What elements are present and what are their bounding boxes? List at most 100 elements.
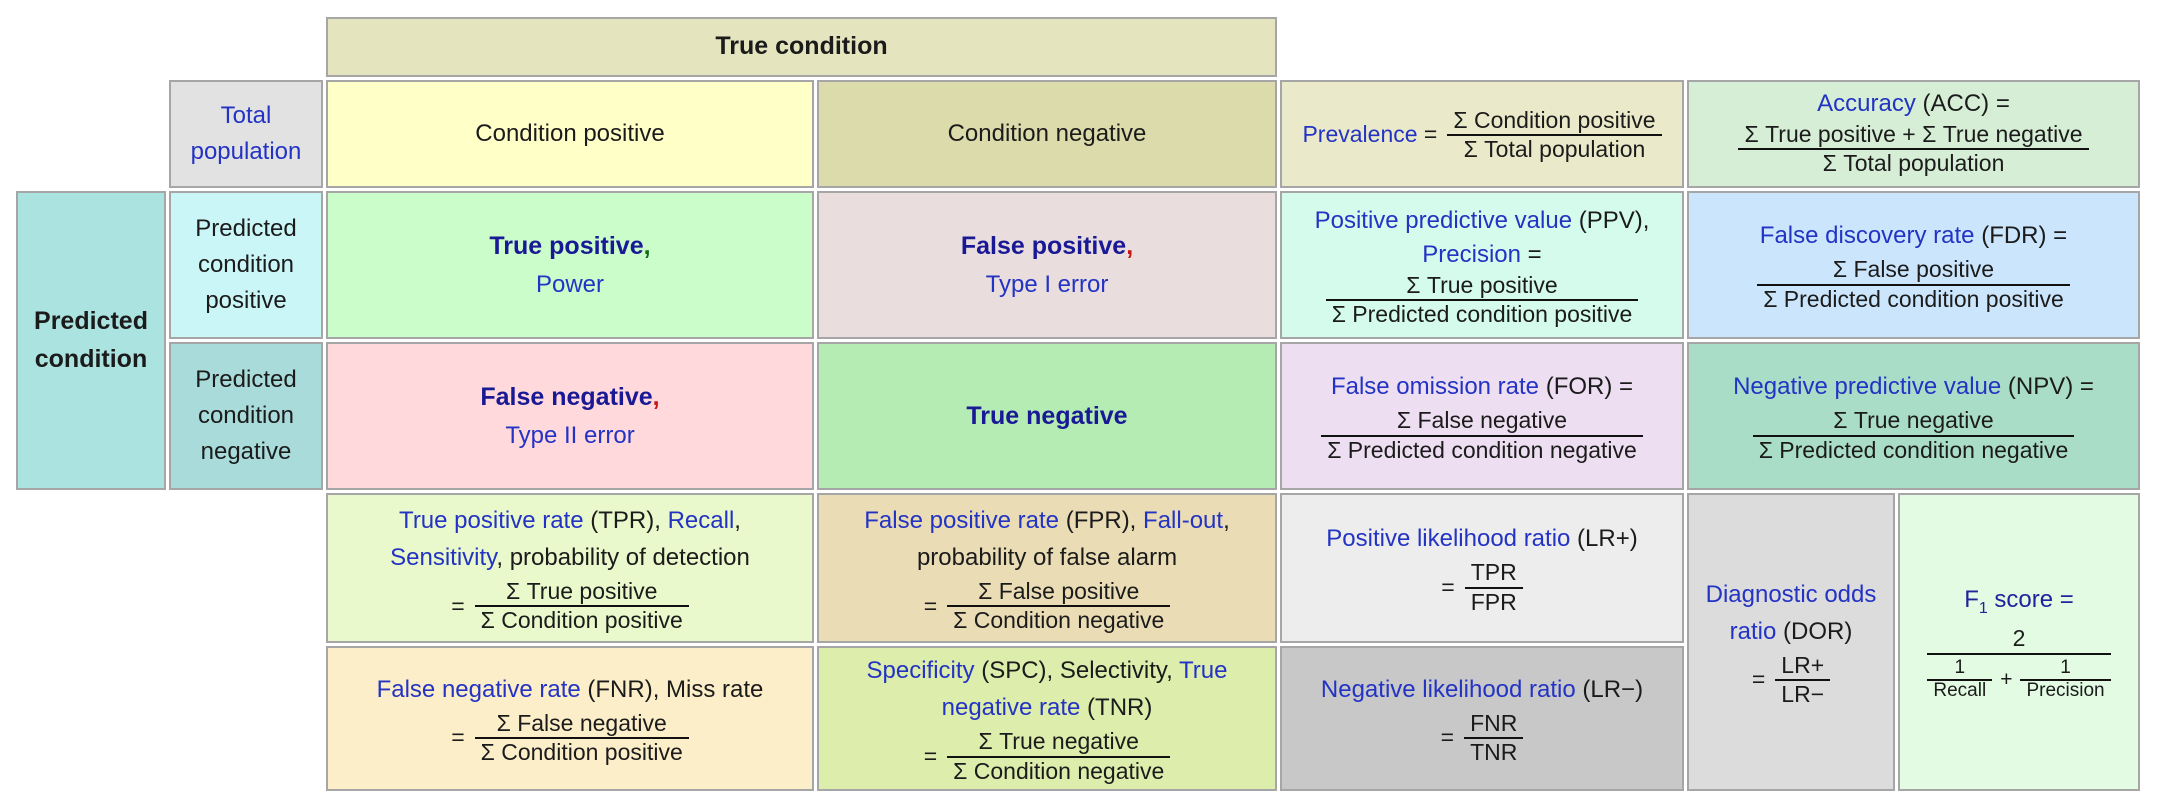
wiki-link[interactable]: True positive rate xyxy=(399,506,584,534)
header-predicted-condition-negative: Predicted condition negative xyxy=(169,342,323,490)
fraction-denominator: Σ Total population xyxy=(1463,136,1646,162)
npv-title: Negative predictive value (NPV) = xyxy=(1697,368,2130,405)
text-run: (PPV), xyxy=(1572,206,1650,234)
wiki-link[interactable]: False discovery rate xyxy=(1759,222,1975,250)
equals-sign: = xyxy=(923,592,938,619)
f1-score-link[interactable]: F1 score = xyxy=(1908,582,2130,621)
false-negative-term: False negative, xyxy=(336,378,804,417)
plus-sign: + xyxy=(2000,667,2013,691)
f1-rest: score = xyxy=(1987,585,2074,613)
row-predicted-positive: Predicted condition Predicted condition … xyxy=(16,191,2140,490)
row-rates-top: True positive rate (TPR), Recall, Sensit… xyxy=(16,493,2140,791)
wiki-link[interactable]: Positive likelihood ratio xyxy=(1326,525,1571,553)
wiki-link[interactable]: False positive rate xyxy=(864,506,1060,534)
row-predicted-negative: Predicted condition negative False negat… xyxy=(16,342,2140,490)
cell-false-positive: False positive, Type I error xyxy=(817,191,1277,339)
dor-fraction: LR+ LR− xyxy=(1775,652,1831,708)
cell-fnr: False negative rate (FNR), Miss rate = Σ… xyxy=(326,646,814,791)
confusion-matrix-table: True condition Total population Conditio… xyxy=(13,14,2143,794)
row-true-condition: True condition xyxy=(16,17,2140,77)
cell-accuracy: Accuracy (ACC) = Σ True positive + Σ Tru… xyxy=(1687,80,2140,188)
spc-fraction: Σ True negative Σ Condition negative xyxy=(947,728,1171,784)
text-run: (ACC) = xyxy=(1915,90,2010,118)
wiki-link[interactable]: Fall-out xyxy=(1143,506,1224,534)
fraction-numerator: Σ False positive xyxy=(1757,256,2070,286)
wiki-link[interactable]: Precision xyxy=(1422,240,1522,268)
wiki-link[interactable]: Positive predictive value xyxy=(1314,206,1573,234)
lr-positive-fraction: TPR FPR xyxy=(1464,559,1523,615)
accuracy-title: Accuracy (ACC) = xyxy=(1697,90,2130,119)
spacer-left xyxy=(16,80,166,188)
fraction-denominator: Σ Condition negative xyxy=(953,757,1165,784)
text-run: = xyxy=(1521,240,1542,268)
equals-sign: = xyxy=(1751,666,1766,693)
wiki-link[interactable]: False negative rate xyxy=(376,675,581,703)
precision-reciprocal: 1 Precision xyxy=(2020,657,2111,702)
text-run: (LR+) xyxy=(1570,525,1638,553)
fraction-denominator: Σ Predicted condition negative xyxy=(1327,436,1637,463)
cell-dor: Diagnostic odds ratio (DOR) = LR+ LR− xyxy=(1687,493,1895,791)
header-total-population[interactable]: Total population xyxy=(169,80,323,188)
accuracy-fraction: Σ True positive + Σ True negative Σ Tota… xyxy=(1738,121,2089,177)
wiki-link[interactable]: Prevalence xyxy=(1302,121,1418,148)
cell-fpr: False positive rate (FPR), Fall-out, pro… xyxy=(817,493,1277,643)
fraction-denominator: FPR xyxy=(1470,588,1517,615)
wiki-link[interactable]: True xyxy=(1179,657,1228,684)
wiki-link[interactable]: negative rate xyxy=(941,694,1081,722)
spacer-bottom-left-2 xyxy=(16,646,323,791)
dor-title-line2: ratio (DOR) xyxy=(1697,613,1885,650)
text-run: (TPR), xyxy=(583,506,668,534)
cell-false-omission-rate: False omission rate (FOR) = Σ False nega… xyxy=(1280,342,1684,490)
lr-negative-title: Negative likelihood ratio (LR−) xyxy=(1290,671,1674,708)
lr-positive-formula: = TPR FPR xyxy=(1290,559,1674,615)
fraction-numerator: LR+ xyxy=(1775,652,1831,681)
f1-fraction: 2 1 Recall + 1 Precision xyxy=(1927,624,2111,702)
equals-sign: = xyxy=(1441,574,1455,601)
text-run: , xyxy=(734,506,741,534)
text-run: (LR−) xyxy=(1575,675,1644,703)
tpr-title-line2: Sensitivity, probability of detection xyxy=(336,539,804,576)
lr-negative-fraction: FNR TNR xyxy=(1464,710,1524,766)
fraction-denominator: Σ Condition positive xyxy=(480,738,683,765)
spc-title-line2: negative rate (TNR) xyxy=(827,689,1267,726)
cell-lr-negative: Negative likelihood ratio (LR−) = FNR TN… xyxy=(1280,646,1684,791)
fraction-numerator: Σ True negative xyxy=(1752,407,2075,437)
fraction-denominator: TNR xyxy=(1470,738,1518,765)
fraction-numerator: Σ True positive xyxy=(1325,272,1639,302)
wiki-link[interactable]: Specificity xyxy=(866,657,975,684)
cell-lr-positive: Positive likelihood ratio (LR+) = TPR FP… xyxy=(1280,493,1684,643)
total-population-link[interactable]: Total population xyxy=(190,102,302,165)
text-run: (NPV) = xyxy=(2001,373,2094,401)
fpr-title-line2: probability of false alarm xyxy=(827,539,1267,576)
wiki-link[interactable]: Diagnostic odds xyxy=(1705,580,1877,608)
f1-prefix: F xyxy=(1964,585,1979,613)
wiki-link[interactable]: False omission rate xyxy=(1330,373,1540,401)
wiki-link[interactable]: Power xyxy=(535,270,605,298)
fraction-denominator: Σ Total population xyxy=(1822,150,2005,177)
text-run: True negative xyxy=(966,401,1128,430)
fraction-numerator: Σ False negative xyxy=(474,710,689,739)
wiki-link[interactable]: Sensitivity xyxy=(390,543,497,571)
wiki-link[interactable]: Accuracy xyxy=(1817,90,1916,118)
cell-true-negative: True negative xyxy=(817,342,1277,490)
wiki-link[interactable]: Recall xyxy=(667,506,735,534)
text-run: (FDR) = xyxy=(1974,222,2068,250)
wiki-link[interactable]: ratio xyxy=(1729,617,1777,645)
fdr-fraction: Σ False positive Σ Predicted condition p… xyxy=(1757,256,2070,312)
text-run: , xyxy=(1223,506,1230,534)
fraction-denominator: Precision xyxy=(2026,680,2105,702)
text-run: (DOR) xyxy=(1776,617,1853,645)
header-condition-positive: Condition positive xyxy=(326,80,814,188)
row-rates-bottom: False negative rate (FNR), Miss rate = Σ… xyxy=(16,646,2140,791)
wiki-link[interactable]: Type II error xyxy=(505,421,635,449)
wiki-link[interactable]: Type I error xyxy=(985,270,1109,298)
fraction-numerator: Σ True positive xyxy=(474,578,689,608)
npv-fraction: Σ True negative Σ Predicted condition ne… xyxy=(1752,407,2075,463)
fpr-formula: = Σ False positive Σ Condition negative xyxy=(827,578,1267,634)
text-run: (FPR), xyxy=(1059,506,1144,534)
wiki-link[interactable]: Negative predictive value xyxy=(1733,373,2002,401)
text-run: False negative xyxy=(480,383,653,412)
row-column-headers: Total population Condition positive Cond… xyxy=(16,80,2140,188)
wiki-link[interactable]: Negative likelihood ratio xyxy=(1320,675,1576,703)
equals-sign: = xyxy=(451,592,465,619)
